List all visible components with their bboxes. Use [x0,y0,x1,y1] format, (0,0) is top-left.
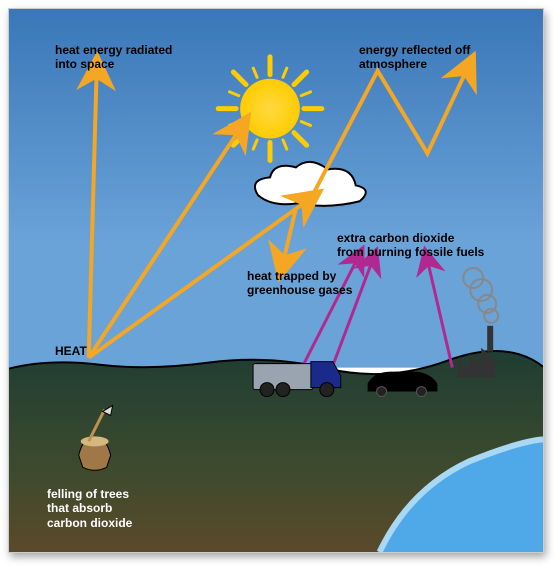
label-text: heat energy radiatedinto space [55,43,172,71]
label-felling: felling of treesthat absorbcarbon dioxid… [47,487,132,530]
label-heat: HEAT [55,344,87,358]
label-text: extra carbon dioxidefrom burning fossile… [337,231,484,259]
label-reflected: energy reflected offatmosphere [359,43,470,72]
label-co2: extra carbon dioxidefrom burning fossile… [337,231,484,260]
label-text: felling of treesthat absorbcarbon dioxid… [47,487,132,530]
label-trapped: heat trapped bygreenhouse gases [247,269,352,298]
label-text: HEAT [55,344,87,358]
label-radiated: heat energy radiatedinto space [55,43,172,72]
label-text: energy reflected offatmosphere [359,43,470,71]
label-text: heat trapped bygreenhouse gases [247,269,352,297]
sun-icon [218,57,322,161]
diagram-frame: heat energy radiatedinto space energy re… [8,8,544,553]
